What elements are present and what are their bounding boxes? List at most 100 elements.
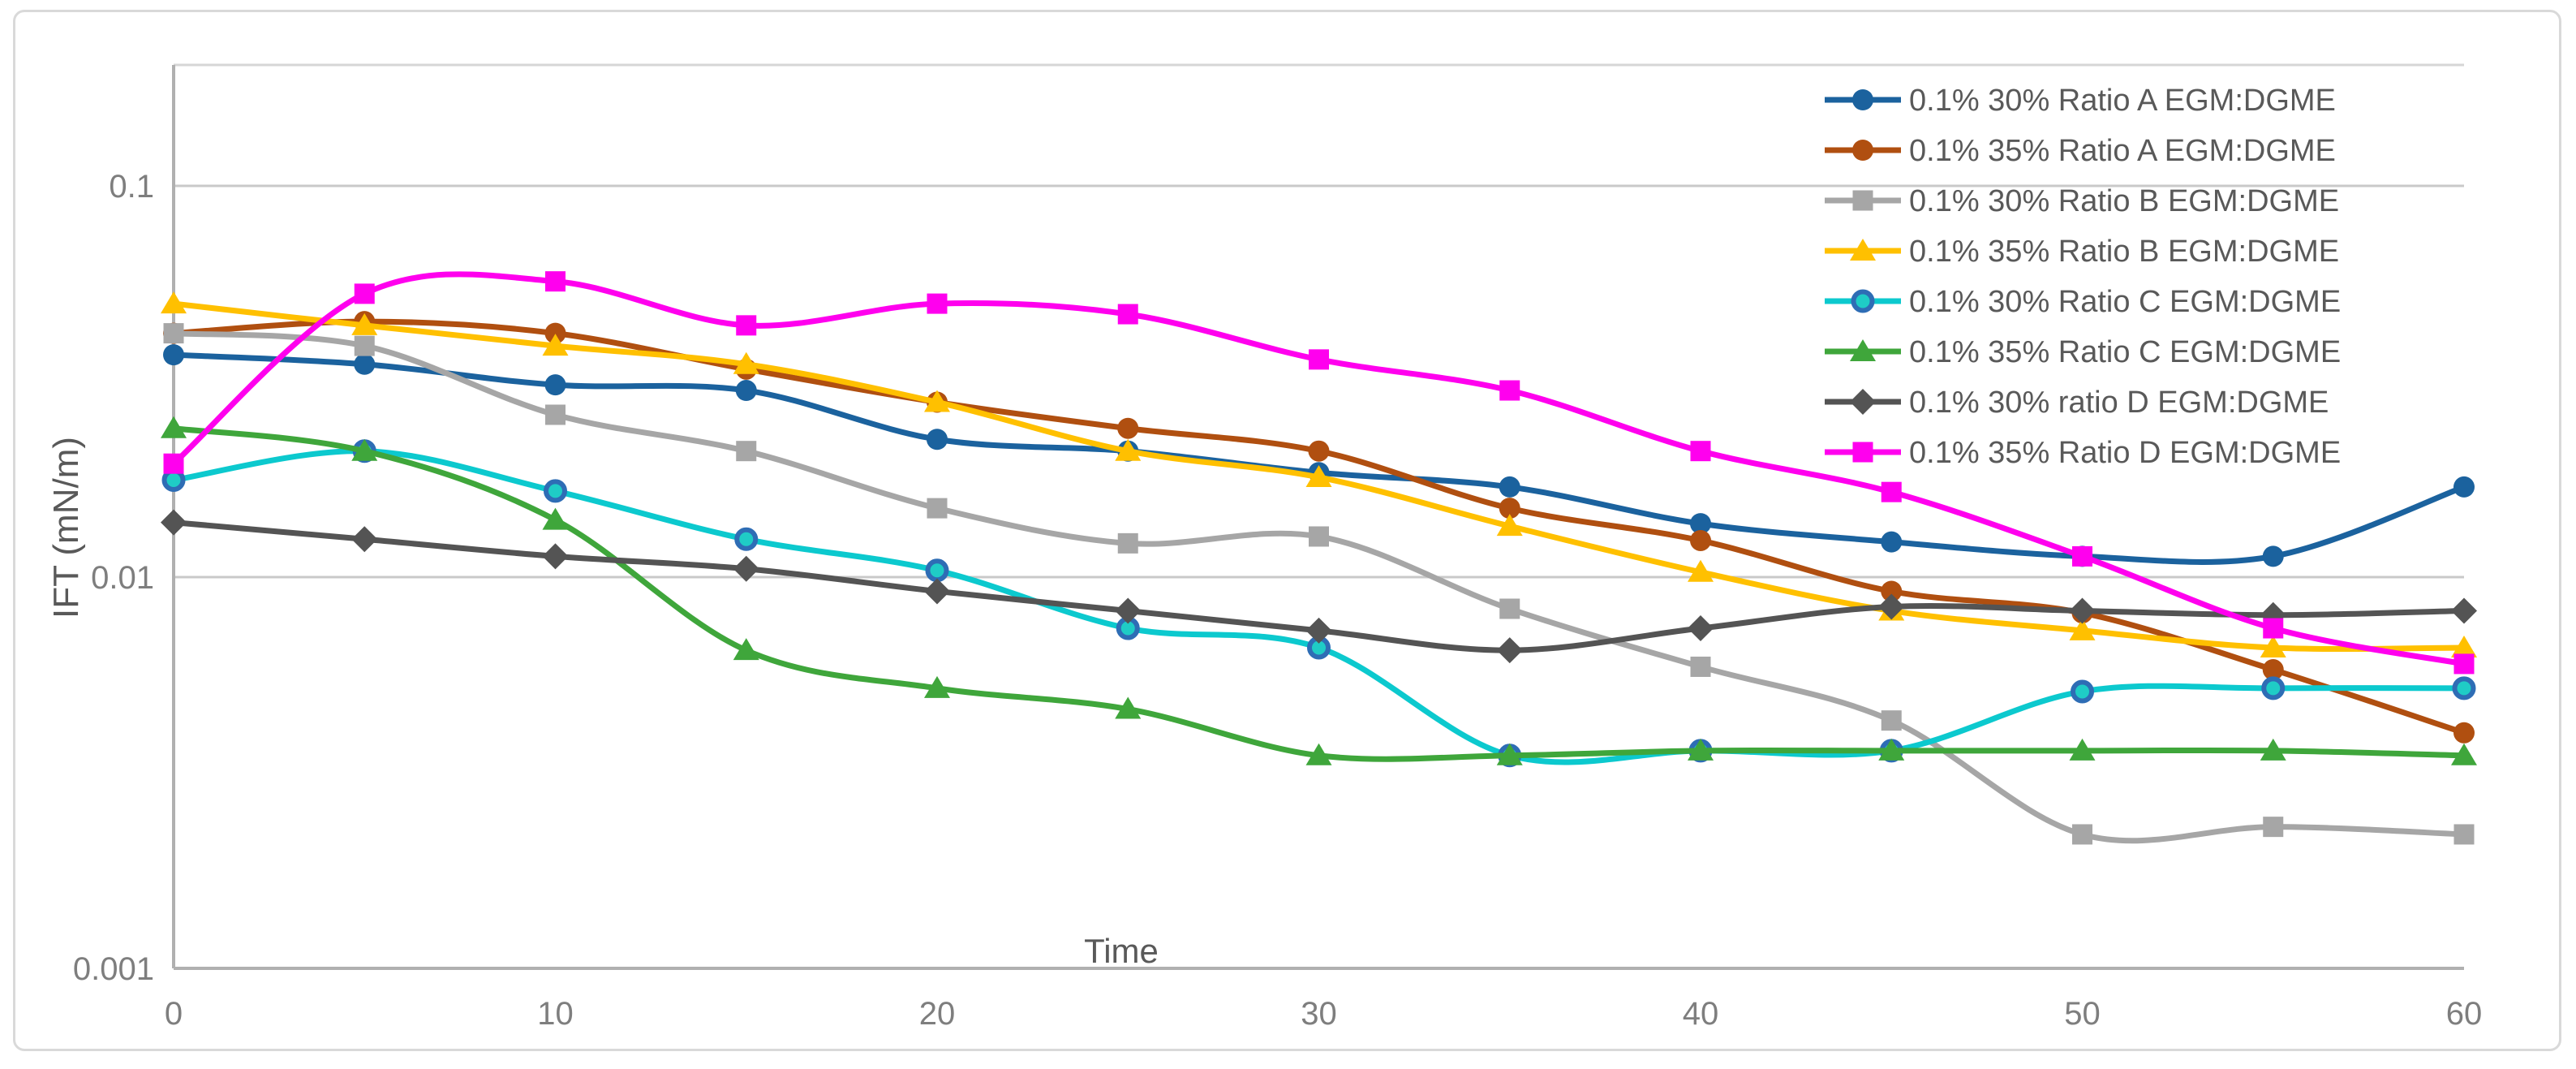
data-point-square (736, 315, 757, 336)
data-point-square (1881, 481, 1902, 502)
legend-label: 0.1% 35% Ratio A EGM:DGME (1909, 134, 2336, 168)
data-point-square (1881, 710, 1902, 731)
y-axis-title: IFT (mN/m) (46, 437, 86, 619)
x-tick-label: 0 (165, 996, 183, 1032)
data-point-ringed-circle (544, 479, 567, 503)
data-point-diamond (1496, 637, 1523, 664)
legend-item-2: 0.1% 30% Ratio B EGM:DGME (1825, 184, 2339, 218)
data-point-diamond (1305, 617, 1332, 644)
legend-item-6: 0.1% 30% ratio D EGM:DGME (1825, 386, 2329, 420)
data-point-diamond (2451, 597, 2477, 624)
data-point-circle (1499, 498, 1520, 519)
data-point-square (1690, 656, 1711, 677)
y-tick-label: 0.1 (109, 169, 154, 205)
data-point-circle (354, 353, 376, 375)
data-point-triangle (1688, 738, 1714, 761)
data-point-circle (1852, 89, 1873, 110)
data-point-triangle (1850, 239, 1876, 261)
data-point-triangle (351, 438, 378, 461)
data-point-triangle (542, 334, 569, 356)
legend-label: 0.1% 30% Ratio A EGM:DGME (1909, 84, 2336, 118)
data-point-ringed-circle (925, 558, 949, 583)
data-point-circle (1308, 440, 1330, 462)
data-point-square (1309, 349, 1329, 370)
data-point-ringed-circle (734, 527, 759, 551)
data-point-triangle (542, 507, 569, 530)
data-point-triangle (924, 390, 950, 412)
data-point-triangle (2260, 635, 2286, 657)
y-tick-label: 0.01 (91, 560, 154, 596)
legend-label: 0.1% 35% Ratio D EGM:DGME (1909, 436, 2341, 470)
data-point-square (163, 323, 184, 344)
data-point-triangle (1496, 514, 1523, 537)
data-point-diamond (2069, 597, 2096, 624)
data-point-diamond (1878, 593, 1905, 620)
data-point-diamond (161, 509, 187, 536)
data-point-square (1499, 598, 1520, 619)
data-point-square (927, 498, 948, 519)
x-tick-label: 20 (919, 996, 956, 1032)
data-point-triangle (2451, 635, 2477, 657)
data-point-triangle (1115, 438, 1142, 461)
data-point-square (163, 453, 184, 474)
data-point-square (1690, 441, 1711, 462)
data-point-square (545, 404, 566, 425)
data-point-square (1852, 190, 1873, 211)
data-point-square (2263, 618, 2284, 639)
data-point-triangle (1305, 743, 1332, 765)
x-tick-label: 40 (1683, 996, 1719, 1032)
data-point-diamond (351, 526, 378, 553)
data-point-circle (1690, 513, 1711, 535)
data-point-circle (1499, 476, 1520, 498)
data-point-square (2453, 653, 2475, 675)
data-point-square (927, 293, 948, 314)
data-point-circle (2262, 545, 2284, 567)
data-point-diamond (733, 555, 759, 582)
data-point-circle (2262, 659, 2284, 681)
data-point-diamond (1850, 389, 1876, 415)
data-point-square (2072, 545, 2092, 567)
data-point-circle (2453, 476, 2475, 498)
legend-label: 0.1% 35% Ratio B EGM:DGME (1909, 235, 2339, 269)
legend-label: 0.1% 30% ratio D EGM:DGME (1909, 386, 2329, 420)
data-point-triangle (2069, 618, 2096, 640)
data-point-circle (1881, 531, 1903, 553)
data-point-circle (2453, 722, 2475, 744)
x-tick-label: 60 (2446, 996, 2483, 1032)
x-axis-title: Time (1084, 932, 1159, 970)
data-point-diamond (1115, 597, 1142, 624)
data-point-ringed-circle (1851, 289, 1875, 313)
data-point-circle (544, 322, 566, 344)
data-point-triangle (1878, 738, 1905, 761)
data-point-triangle (1305, 464, 1332, 487)
data-point-square (354, 335, 375, 356)
data-point-square (2453, 824, 2475, 845)
series-line-4 (170, 448, 2467, 765)
data-point-diamond (542, 543, 569, 570)
data-point-triangle (733, 351, 759, 374)
data-point-triangle (1496, 743, 1523, 765)
data-point-ringed-circle (2071, 679, 2094, 704)
data-point-square (1117, 532, 1138, 554)
data-point-triangle (1115, 696, 1142, 719)
legend-label: 0.1% 35% Ratio C EGM:DGME (1909, 335, 2341, 369)
data-point-ringed-circle (2452, 676, 2476, 700)
data-point-triangle (2260, 738, 2286, 761)
data-point-circle (1690, 529, 1711, 551)
data-point-triangle (161, 291, 187, 314)
data-point-square (1309, 526, 1329, 547)
x-tick-label: 30 (1301, 996, 1337, 1032)
legend-item-3: 0.1% 35% Ratio B EGM:DGME (1825, 235, 2339, 269)
data-point-circle (544, 374, 566, 396)
legend-label: 0.1% 30% Ratio C EGM:DGME (1909, 285, 2341, 319)
data-point-circle (163, 344, 184, 366)
data-point-triangle (161, 416, 187, 438)
data-point-circle (927, 429, 948, 450)
data-point-triangle (2069, 738, 2096, 761)
data-point-triangle (924, 675, 950, 698)
data-point-ringed-circle (2261, 676, 2286, 700)
y-tick-label: 0.001 (73, 951, 154, 987)
data-point-triangle (351, 313, 378, 335)
legend-item-5: 0.1% 35% Ratio C EGM:DGME (1825, 335, 2341, 369)
